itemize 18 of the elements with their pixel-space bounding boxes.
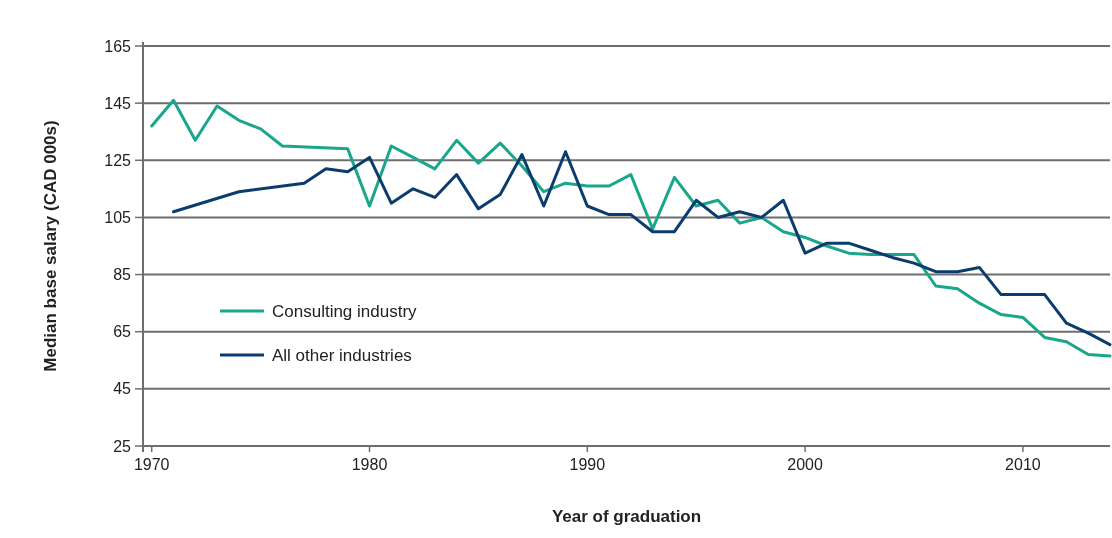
line-series xyxy=(171,150,1112,347)
x-tick-label: 1990 xyxy=(569,456,606,473)
x-tick-label: 1970 xyxy=(133,456,170,473)
y-axis-title: Median base salary (CAD 000s) xyxy=(41,120,60,372)
x-tick-label: 2000 xyxy=(787,456,823,473)
y-tick-label: 85 xyxy=(113,266,132,284)
y-tick-label: 105 xyxy=(104,209,132,227)
y-tick-label: 45 xyxy=(113,380,132,398)
legend-label: Consulting industry xyxy=(272,301,418,321)
y-tick-label: 65 xyxy=(113,323,132,341)
x-axis-title: Year of graduation xyxy=(551,507,702,526)
y-tick-label: 145 xyxy=(104,94,132,112)
x-tick-label: 2010 xyxy=(1005,456,1041,473)
y-tick-label: 125 xyxy=(104,151,132,169)
y-tick-label: 25 xyxy=(113,437,132,455)
y-tick-label: 165 xyxy=(104,37,132,55)
legend-label: All other industries xyxy=(272,345,412,365)
x-tick-label: 1980 xyxy=(351,456,388,473)
